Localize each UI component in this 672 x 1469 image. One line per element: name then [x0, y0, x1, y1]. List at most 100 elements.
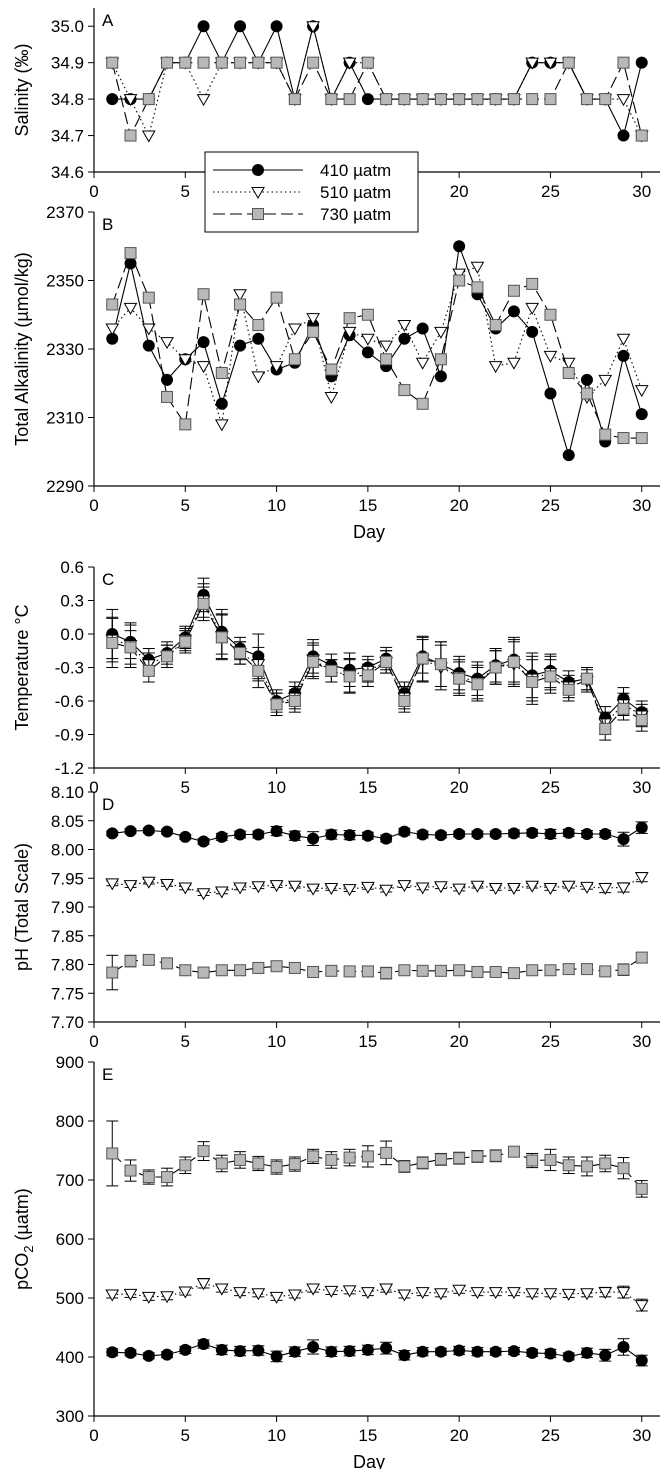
series-line [111, 251, 642, 439]
marker-square [252, 319, 265, 332]
marker-triangle [141, 876, 156, 889]
marker-triangle [361, 333, 375, 346]
marker-square [635, 1182, 648, 1195]
series-510 [105, 261, 649, 432]
marker-triangle [196, 361, 211, 374]
marker-triangle [379, 340, 393, 353]
marker-circle [325, 1345, 338, 1358]
y-tick-label: 34.7 [51, 127, 84, 146]
x-tick-label: 25 [541, 1032, 560, 1051]
marker-square [179, 964, 192, 977]
marker-square [325, 1153, 338, 1166]
x-tick-label: 20 [450, 778, 469, 797]
y-tick-label: 7.75 [51, 984, 84, 1003]
marker-square [270, 56, 283, 69]
marker-square [215, 366, 228, 379]
marker-triangle [342, 326, 357, 339]
marker-square [544, 93, 557, 106]
series-line [112, 1343, 643, 1361]
x-tick-label: 30 [632, 182, 651, 201]
marker-triangle [488, 1287, 503, 1300]
panel-B: 2290 2310 2330 2350 2370 0 5 10 15 20 25 30 B Day Tota… [12, 203, 660, 542]
marker-square [453, 93, 466, 106]
marker-triangle [397, 1289, 412, 1302]
y-tick-label: 300 [56, 1407, 84, 1426]
marker-triangle [178, 354, 193, 367]
marker-square [580, 1160, 593, 1173]
marker-triangle [616, 882, 631, 895]
marker-square [562, 1159, 575, 1172]
y-tick-label: -0.3 [55, 659, 84, 678]
marker-circle [544, 1347, 557, 1360]
marker-circle [288, 829, 301, 842]
series-730 [106, 586, 648, 741]
marker-triangle [160, 879, 174, 892]
marker-square [270, 291, 283, 304]
marker-square [562, 56, 575, 69]
series-510 [105, 872, 649, 901]
marker-triangle [196, 888, 211, 901]
marker-square [124, 955, 137, 968]
marker-triangle [306, 21, 320, 34]
marker-square [106, 56, 119, 69]
y-tick-label: 0.0 [60, 625, 84, 644]
marker-circle [453, 827, 466, 840]
marker-circle [434, 829, 447, 842]
marker-square [398, 384, 411, 397]
marker-square [453, 672, 466, 685]
marker-triangle [141, 323, 156, 336]
marker-triangle [634, 1300, 649, 1313]
marker-triangle [287, 880, 302, 893]
marker-triangle [598, 374, 613, 387]
marker-square [507, 655, 520, 668]
marker-circle [617, 1340, 630, 1353]
marker-triangle [342, 57, 357, 70]
marker-circle [635, 56, 648, 69]
marker-triangle [543, 883, 558, 896]
marker-circle [416, 322, 429, 335]
marker-square [507, 1145, 520, 1158]
marker-triangle [306, 1283, 320, 1296]
marker-circle [562, 1350, 575, 1363]
y-tick-label: 35.0 [51, 17, 84, 36]
marker-square [380, 93, 393, 106]
series-line [112, 876, 642, 894]
marker-triangle [634, 385, 649, 398]
marker-square [343, 965, 356, 978]
x-tick-label: 0 [89, 496, 98, 515]
x-tick-label: 5 [181, 182, 190, 201]
y-tick-label: 34.6 [51, 163, 84, 182]
marker-triangle [214, 419, 229, 432]
y-tick-label: 7.90 [51, 898, 84, 917]
y-tick-label: 2330 [46, 340, 84, 359]
y-tick-label: 8.05 [51, 812, 84, 831]
marker-square [215, 1157, 228, 1170]
marker-square [179, 635, 192, 648]
marker-triangle [233, 1287, 247, 1300]
series-line [112, 599, 642, 725]
marker-triangle [434, 881, 448, 894]
marker-triangle [507, 357, 521, 370]
marker-circle [161, 1348, 174, 1361]
x-tick-label: 5 [181, 1426, 190, 1445]
marker-square [124, 247, 137, 260]
marker-triangle [233, 289, 247, 302]
marker-square [617, 56, 630, 69]
marker-square [252, 1157, 265, 1170]
marker-circle [507, 305, 520, 318]
series-line [112, 957, 643, 974]
marker-square [161, 957, 174, 970]
marker-circle [124, 1346, 137, 1359]
marker-triangle [160, 337, 174, 350]
marker-square [307, 56, 320, 69]
x-tick-label: 25 [541, 182, 560, 201]
marker-circle [617, 349, 630, 362]
marker-square [124, 1164, 137, 1177]
marker-square [361, 669, 374, 682]
marker-triangle [415, 882, 430, 895]
marker-circle [252, 828, 265, 841]
marker-triangle [178, 1286, 193, 1299]
x-tick-label: 20 [450, 1426, 469, 1445]
marker-square [489, 965, 502, 978]
